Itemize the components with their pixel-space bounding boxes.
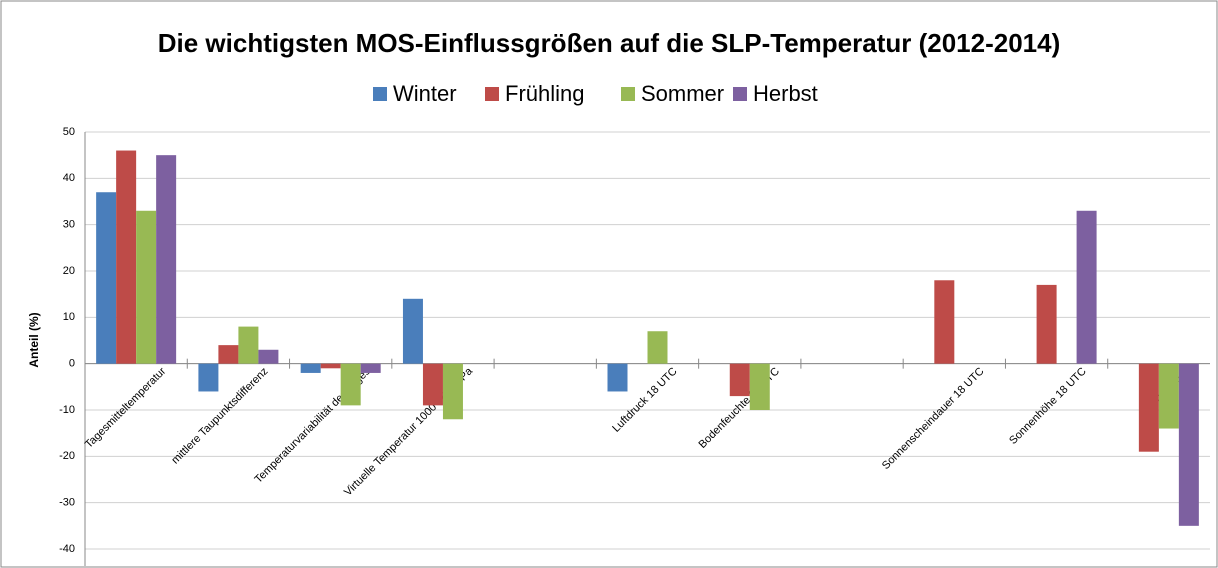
- bar: [218, 345, 239, 364]
- bar: [749, 363, 770, 410]
- bar: [156, 155, 177, 364]
- y-axis-label: Anteil (%): [27, 312, 41, 367]
- legend-label: Winter: [393, 81, 457, 106]
- y-tick-label: 20: [63, 265, 75, 277]
- y-tick-label: 40: [63, 172, 75, 184]
- bar: [442, 363, 463, 420]
- y-tick-label: -20: [59, 450, 75, 462]
- y-tick-label: 30: [63, 219, 75, 231]
- bar: [136, 210, 157, 364]
- bar: [1178, 363, 1199, 526]
- legend-label: Sommer: [641, 81, 724, 106]
- y-tick-label: -10: [59, 404, 75, 416]
- bar: [1158, 363, 1179, 429]
- bar: [320, 363, 341, 369]
- legend-swatch: [733, 87, 747, 101]
- y-tick-label: 10: [63, 311, 75, 323]
- bar: [1036, 284, 1057, 364]
- y-tick-label: -30: [59, 497, 75, 509]
- bar: [116, 150, 137, 364]
- bar: [1076, 210, 1097, 364]
- legend-label: Frühling: [505, 81, 584, 106]
- y-tick-label: -40: [59, 543, 75, 555]
- y-tick-label: 0: [69, 358, 75, 370]
- bar: [340, 363, 361, 406]
- bar: [360, 363, 381, 373]
- legend-swatch: [373, 87, 387, 101]
- legend-swatch: [485, 87, 499, 101]
- bar: [1138, 363, 1159, 452]
- bar: [422, 363, 443, 406]
- bar: [198, 363, 219, 392]
- bar: [258, 349, 279, 364]
- bar: [607, 363, 628, 392]
- bar: [300, 363, 321, 373]
- bar: [647, 331, 668, 364]
- bar: [934, 280, 955, 364]
- bar: [96, 192, 117, 364]
- bar: [238, 326, 259, 364]
- bar: [729, 363, 750, 397]
- legend-swatch: [621, 87, 635, 101]
- y-tick-label: 50: [63, 126, 75, 138]
- legend-label: Herbst: [753, 81, 818, 106]
- bar: [402, 298, 423, 364]
- chart-title: Die wichtigsten MOS-Einflussgrößen auf d…: [158, 28, 1060, 58]
